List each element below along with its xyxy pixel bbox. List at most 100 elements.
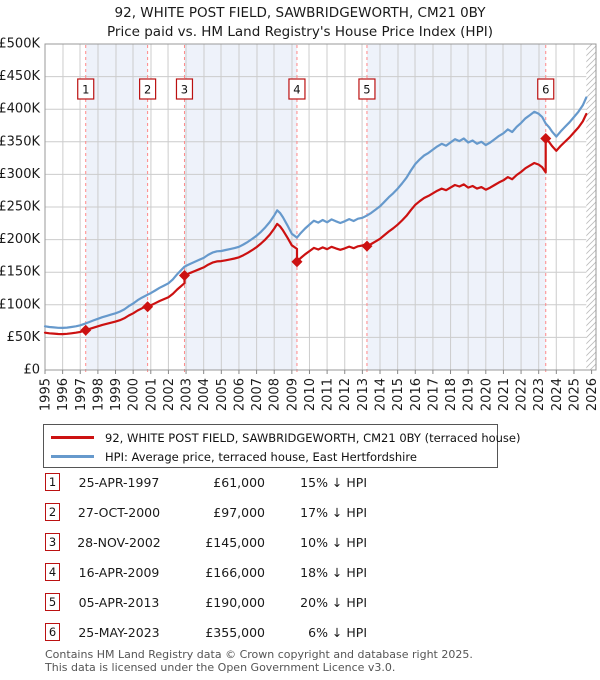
sale-label-box-1 — [77, 78, 95, 100]
sale-price: £166,000 — [205, 564, 265, 580]
sale-vs-hpi: 20% ↓ HPI — [300, 594, 367, 610]
future-hatch — [586, 44, 596, 370]
x-tick-label: 2015 — [391, 378, 406, 411]
footer-line-1: Contains HM Land Registry data © Crown c… — [45, 648, 473, 661]
hpi-line-swatch — [51, 455, 94, 458]
sale-number-badge: 5 — [45, 593, 60, 611]
sale-label-number: 2 — [144, 83, 151, 97]
sale-date: 25-MAY-2023 — [78, 624, 160, 640]
y-tick-label: £200K — [0, 232, 40, 247]
x-tick-label: 2005 — [215, 378, 230, 411]
table-row-sale-3: 3 28-NOV-2002 £145,000 10% ↓ HPI — [45, 532, 367, 552]
x-ticks — [44, 370, 593, 374]
x-tick-label: 2026 — [585, 378, 600, 411]
page-subtitle: Price paid vs. HM Land Registry's House … — [107, 24, 493, 40]
table-row-sale-4: 4 16-APR-2009 £166,000 18% ↓ HPI — [45, 562, 367, 582]
sale-label-number: 1 — [82, 83, 89, 97]
x-tick-label: 2024 — [550, 378, 565, 411]
x-tick-label: 2001 — [144, 378, 159, 411]
sale-label-box-4 — [288, 78, 306, 100]
x-tick-label: 2012 — [338, 378, 353, 411]
x-tick-label: 2004 — [197, 378, 212, 411]
sale-number-badge: 2 — [45, 503, 60, 521]
sale-vs-hpi: 10% ↓ HPI — [300, 534, 367, 550]
sale-date: 27-OCT-2000 — [77, 504, 161, 520]
sale-price: £145,000 — [205, 534, 265, 550]
page-title: 92, WHITE POST FIELD, SAWBRIDGEWORTH, CM… — [114, 5, 486, 21]
sale-price: £61,000 — [213, 474, 265, 490]
y-axis-labels: £0 £50K £100K £150K £200K £250K £300K £350K £400… — [0, 37, 40, 378]
footer-line-2: This data is licensed under the Open Gov… — [45, 661, 396, 675]
sale-label-boxes: 1 2 3 4 5 6 — [77, 78, 555, 100]
x-tick-label: 1999 — [109, 378, 124, 411]
property-line-swatch — [51, 436, 94, 439]
legend-item-hpi: HPI: Average price, terraced house, East… — [51, 447, 491, 466]
sale-marker-4 — [291, 256, 303, 268]
x-tick-label: 2014 — [374, 378, 389, 411]
sale-number-badge: 4 — [45, 563, 60, 581]
copyright-footer: Contains HM Land Registry data © Crown c… — [45, 648, 473, 674]
y-tick-label: £50K — [7, 330, 41, 345]
sale-number-badge: 3 — [45, 533, 60, 551]
x-tick-label: 2020 — [479, 378, 494, 411]
x-tick-label: 1996 — [56, 378, 71, 411]
sale-marker-2 — [142, 301, 154, 313]
sale-marker-3 — [178, 269, 190, 281]
sales-table: 1 25-APR-1997 £61,000 15% ↓ HPI 2 27-OCT… — [45, 472, 367, 652]
y-tick-label: £350K — [0, 134, 40, 149]
sale-label-number: 4 — [293, 83, 300, 97]
y-tick-label: £250K — [0, 200, 40, 215]
hpi-line — [43, 96, 588, 329]
table-row-sale-6: 6 25-MAY-2023 £355,000 6% ↓ HPI — [45, 622, 367, 642]
x-tick-label: 2017 — [426, 378, 441, 411]
y-tick-label: £500K — [0, 37, 40, 52]
x-tick-label: 1997 — [74, 378, 89, 411]
y-tick-label: £400K — [0, 102, 40, 117]
x-tick-label: 2006 — [232, 378, 247, 411]
sale-vs-hpi: 18% ↓ HPI — [300, 564, 367, 580]
sale-date-lines — [85, 45, 547, 374]
y-tick-label: £0 — [23, 363, 40, 378]
plot-border — [44, 43, 597, 371]
x-tick-label: 2023 — [532, 378, 547, 411]
x-tick-label: 2003 — [180, 378, 195, 411]
sale-price: £355,000 — [205, 624, 265, 640]
y-tick-label: £450K — [0, 69, 40, 84]
x-tick-label: 2022 — [515, 378, 530, 411]
chart-legend: 92, WHITE POST FIELD, SAWBRIDGEWORTH, CM… — [43, 424, 521, 468]
x-tick-label: 2002 — [162, 378, 177, 411]
x-tick-label: 1998 — [91, 378, 106, 411]
sale-label-number: 3 — [181, 83, 188, 97]
x-tick-label: 2019 — [462, 378, 477, 411]
sale-date: 25-APR-1997 — [78, 474, 160, 490]
y-tick-label: £150K — [0, 265, 40, 280]
legend-item-property: 92, WHITE POST FIELD, SAWBRIDGEWORTH, CM… — [51, 428, 521, 447]
sale-price: £190,000 — [205, 594, 265, 610]
sale-marker-6 — [540, 133, 552, 145]
sale-marker-1 — [80, 324, 92, 336]
x-tick-label: 2016 — [409, 378, 424, 411]
x-tick-label: 2007 — [250, 378, 265, 411]
x-tick-label: 2025 — [567, 378, 582, 411]
x-tick-label: 2009 — [285, 378, 300, 411]
sale-markers — [80, 133, 552, 336]
sale-price: £97,000 — [213, 504, 265, 520]
sale-vs-hpi: 17% ↓ HPI — [300, 504, 367, 520]
price-history-chart: 1 2 3 4 5 6 £0 £50K £100K £150K £200K £250K £300K £35… — [0, 37, 600, 412]
sale-number-badge: 6 — [45, 623, 60, 641]
sale-date: 05-APR-2013 — [78, 594, 160, 610]
sale-label-box-3 — [175, 78, 194, 100]
sale-label-number: 6 — [542, 83, 549, 97]
sale-number-badge: 1 — [45, 473, 60, 491]
price-line — [43, 112, 588, 336]
x-tick-label: 2011 — [321, 378, 336, 411]
table-row-sale-1: 1 25-APR-1997 £61,000 15% ↓ HPI — [45, 472, 367, 492]
x-tick-label: 2018 — [444, 378, 459, 411]
legend-label: HPI: Average price, terraced house, East… — [105, 449, 417, 464]
x-tick-label: 2008 — [268, 378, 283, 411]
sale-vs-hpi: 15% ↓ HPI — [300, 474, 367, 490]
sale-label-box-2 — [139, 78, 157, 100]
sale-label-number: 5 — [363, 83, 370, 97]
sale-date: 16-APR-2009 — [78, 564, 160, 580]
